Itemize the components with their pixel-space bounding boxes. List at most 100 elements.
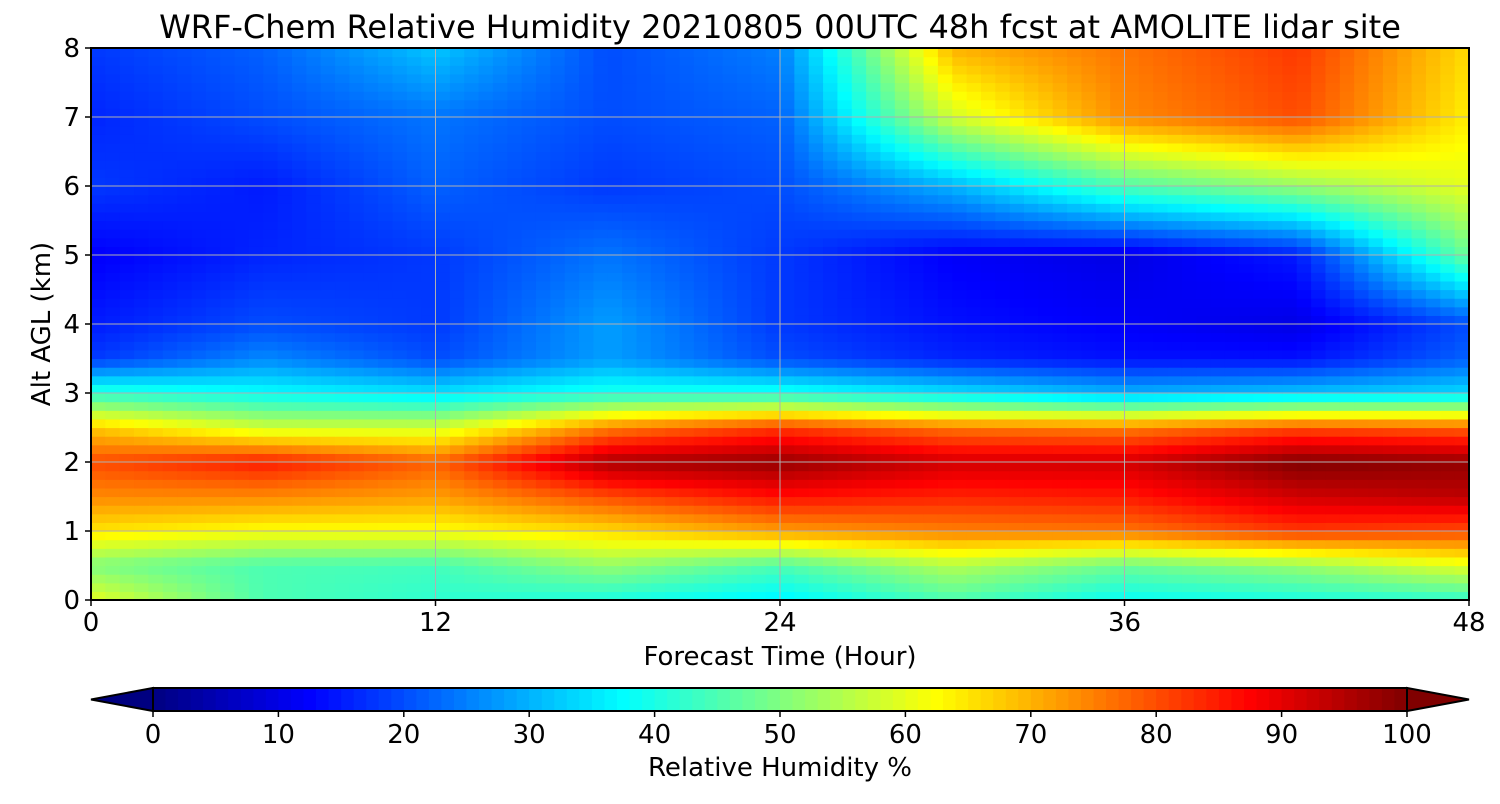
heatmap-cell bbox=[823, 565, 839, 575]
heatmap-cell bbox=[1224, 315, 1240, 325]
heatmap-cell bbox=[105, 168, 121, 178]
heatmap-cell bbox=[1440, 341, 1456, 351]
heatmap-cell bbox=[478, 591, 494, 600]
heatmap-cell bbox=[808, 298, 824, 308]
heatmap-cell bbox=[1339, 289, 1355, 299]
heatmap-cell bbox=[1110, 479, 1126, 489]
heatmap-cell bbox=[148, 401, 164, 411]
heatmap-cell bbox=[119, 306, 135, 316]
heatmap-cell bbox=[622, 565, 638, 575]
heatmap-cell bbox=[679, 237, 695, 247]
heatmap-cell bbox=[119, 280, 135, 291]
heatmap-cell bbox=[722, 246, 738, 256]
heatmap-cell bbox=[550, 324, 566, 334]
heatmap-cell bbox=[1253, 177, 1269, 187]
heatmap-cell bbox=[507, 358, 523, 368]
heatmap-cell bbox=[579, 470, 594, 480]
heatmap-cell bbox=[1181, 255, 1197, 265]
heatmap-cell bbox=[837, 436, 853, 446]
heatmap-cell bbox=[1397, 539, 1413, 549]
heatmap-cell bbox=[1268, 349, 1283, 360]
heatmap-cell bbox=[794, 315, 810, 325]
heatmap-cell bbox=[550, 513, 566, 523]
heatmap-cell bbox=[866, 453, 882, 463]
heatmap-cell bbox=[191, 263, 207, 273]
heatmap-cell bbox=[1239, 427, 1255, 437]
heatmap-cell bbox=[894, 255, 910, 265]
heatmap-cell bbox=[363, 462, 379, 472]
heatmap-cell bbox=[162, 177, 178, 187]
heatmap-cell bbox=[1368, 393, 1384, 403]
heatmap-cell bbox=[808, 220, 824, 230]
heatmap-cell bbox=[1311, 591, 1327, 600]
heatmap-cell bbox=[593, 272, 609, 282]
heatmap-cell bbox=[650, 401, 666, 411]
heatmap-cell bbox=[349, 436, 365, 446]
heatmap-cell bbox=[880, 280, 896, 291]
heatmap-cell bbox=[406, 349, 422, 360]
heatmap-cell bbox=[335, 418, 350, 429]
heatmap-cell bbox=[363, 341, 379, 351]
heatmap-cell bbox=[550, 487, 566, 498]
heatmap-cell bbox=[406, 298, 422, 308]
heatmap-cell bbox=[636, 289, 652, 299]
heatmap-cell bbox=[880, 444, 896, 454]
heatmap-cell bbox=[780, 160, 795, 170]
heatmap-cell bbox=[1210, 531, 1226, 541]
heatmap-cell bbox=[421, 384, 437, 394]
heatmap-cell bbox=[1440, 565, 1456, 575]
heatmap-cell bbox=[177, 237, 193, 247]
heatmap-cell bbox=[191, 453, 207, 463]
heatmap-cell bbox=[306, 556, 322, 567]
heatmap-cell bbox=[378, 358, 394, 368]
heatmap-cell bbox=[378, 229, 394, 239]
heatmap-cell bbox=[1397, 315, 1413, 325]
heatmap-cell bbox=[937, 513, 953, 523]
heatmap-cell bbox=[449, 453, 465, 463]
heatmap-cell bbox=[851, 513, 867, 523]
heatmap-cell bbox=[1196, 487, 1212, 498]
heatmap-cell bbox=[320, 237, 336, 247]
heatmap-cell bbox=[119, 531, 135, 541]
heatmap-cell bbox=[894, 418, 910, 429]
heatmap-cell bbox=[1397, 367, 1413, 377]
heatmap-cell bbox=[794, 496, 810, 506]
heatmap-cell bbox=[550, 453, 566, 463]
heatmap-cell bbox=[909, 513, 925, 523]
heatmap-cell bbox=[205, 280, 221, 291]
heatmap-cell bbox=[1339, 487, 1355, 498]
heatmap-cell bbox=[823, 479, 839, 489]
heatmap-cell bbox=[894, 341, 910, 351]
heatmap-cell bbox=[851, 436, 867, 446]
heatmap-cell bbox=[1268, 289, 1283, 299]
heatmap-cell bbox=[593, 306, 609, 316]
heatmap-cell bbox=[234, 393, 250, 403]
heatmap-cell bbox=[622, 263, 638, 273]
heatmap-cell bbox=[564, 211, 580, 222]
heatmap-cell bbox=[1454, 582, 1469, 592]
heatmap-cell bbox=[277, 513, 293, 523]
heatmap-cell bbox=[607, 375, 623, 385]
heatmap-cell bbox=[320, 496, 336, 506]
heatmap-cell bbox=[622, 522, 638, 532]
heatmap-cell bbox=[1224, 211, 1240, 222]
heatmap-cell bbox=[105, 229, 121, 239]
heatmap-cell bbox=[507, 177, 523, 187]
heatmap-cell bbox=[177, 556, 193, 567]
heatmap-cell bbox=[1411, 591, 1427, 600]
heatmap-cell bbox=[1382, 255, 1398, 265]
heatmap-cell bbox=[191, 427, 207, 437]
heatmap-cell bbox=[1224, 470, 1240, 480]
heatmap-cell bbox=[177, 375, 193, 385]
heatmap-cell bbox=[1368, 246, 1384, 256]
heatmap-cell bbox=[1454, 375, 1469, 385]
heatmap-cell bbox=[248, 263, 264, 273]
heatmap-cell bbox=[148, 306, 164, 316]
heatmap-cell bbox=[722, 237, 738, 247]
heatmap-cell bbox=[1138, 591, 1154, 600]
heatmap-cell bbox=[492, 280, 508, 291]
heatmap-cell bbox=[1081, 375, 1097, 385]
heatmap-cell bbox=[1425, 462, 1441, 472]
heatmap-cell bbox=[349, 151, 365, 161]
heatmap-cell bbox=[966, 315, 982, 325]
